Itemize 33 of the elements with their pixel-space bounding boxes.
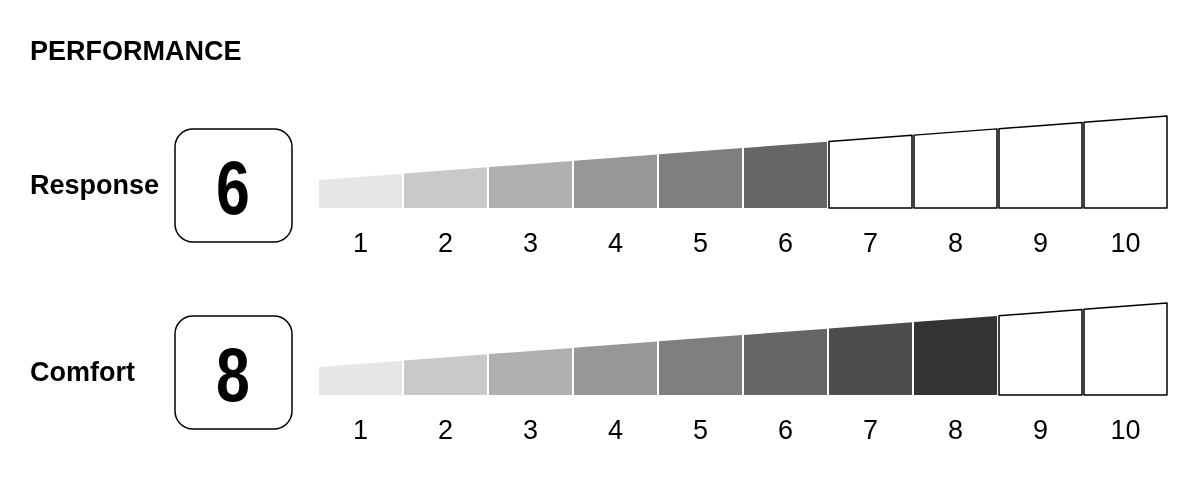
bar bbox=[659, 148, 742, 208]
x-tick-label: 3 bbox=[522, 415, 539, 445]
bar bbox=[659, 335, 742, 395]
x-tick-label: 2 bbox=[437, 228, 454, 258]
bar bbox=[574, 154, 657, 208]
x-tick-label: 8 bbox=[947, 415, 964, 445]
y-tick-label: Comfort bbox=[30, 357, 135, 388]
x-tick-label: 6 bbox=[777, 228, 794, 258]
x-tick-label: 4 bbox=[607, 228, 624, 258]
bar bbox=[744, 141, 827, 208]
x-tick-label: 7 bbox=[862, 415, 879, 445]
bar bbox=[744, 328, 827, 395]
x-tick-label: 2 bbox=[437, 415, 454, 445]
bar bbox=[914, 315, 997, 395]
x-tick-label: 8 bbox=[947, 228, 964, 258]
x-tick-label: 3 bbox=[522, 228, 539, 258]
x-tick-label: 1 bbox=[352, 415, 369, 445]
x-tick-label: 1 bbox=[352, 228, 369, 258]
bar bbox=[829, 322, 912, 395]
bar bbox=[489, 347, 572, 395]
bar bbox=[574, 341, 657, 395]
x-tick-label: 5 bbox=[692, 415, 709, 445]
x-tick-label: 5 bbox=[692, 228, 709, 258]
bar bbox=[489, 160, 572, 208]
chart-title: PERFORMANCE bbox=[30, 36, 242, 66]
x-tick-label: 4 bbox=[607, 415, 624, 445]
x-tick-label: 9 bbox=[1032, 228, 1049, 258]
x-tick-label: 10 bbox=[1110, 415, 1141, 445]
x-tick-label: 6 bbox=[777, 415, 794, 445]
x-tick-label: 10 bbox=[1110, 228, 1141, 258]
x-tick-label: 9 bbox=[1032, 415, 1049, 445]
x-tick-label: 7 bbox=[862, 228, 879, 258]
y-tick-label: Response bbox=[30, 170, 160, 201]
